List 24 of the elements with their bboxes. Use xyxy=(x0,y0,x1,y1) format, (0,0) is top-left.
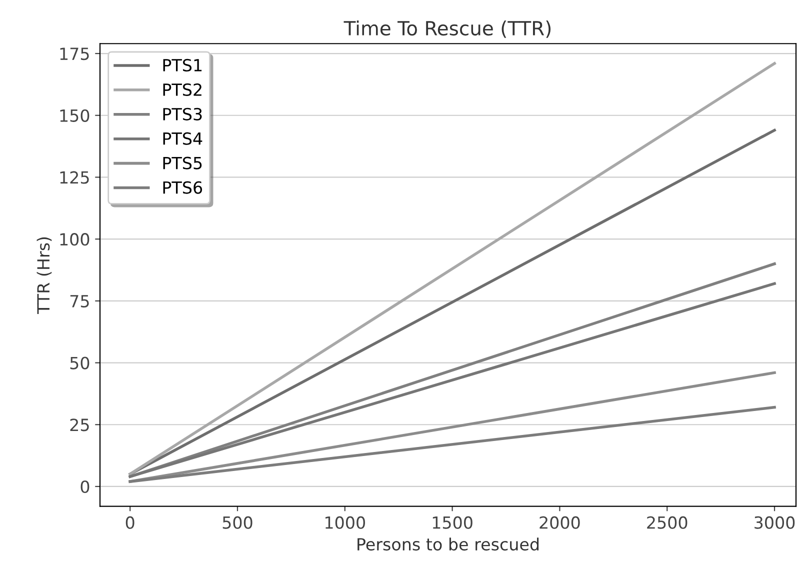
y-tick-label: 175 xyxy=(60,48,89,60)
chart-title: Time To Rescue (TTR) xyxy=(344,20,551,38)
y-tick-label: 25 xyxy=(70,418,89,432)
x-tick-label: 1500 xyxy=(432,516,472,529)
x-tick-label: 3000 xyxy=(754,516,795,529)
x-tick-label: 500 xyxy=(222,516,252,529)
y-axis-title: TTR (Hrs) xyxy=(36,237,52,314)
legend-label: PTS2 xyxy=(163,83,202,96)
x-axis-title: Persons to be rescued xyxy=(358,538,539,551)
y-tick-label: 150 xyxy=(60,109,90,122)
x-tick-label: 2500 xyxy=(647,516,688,529)
y-tick-label: 125 xyxy=(60,171,89,184)
y-tick-label: 50 xyxy=(70,356,90,370)
legend-label: PTS4 xyxy=(163,132,202,145)
y-tick-label: 75 xyxy=(70,295,89,308)
x-tick-label: 1000 xyxy=(326,516,365,529)
y-tick-label: 0 xyxy=(80,480,90,494)
legend-label: PTS5 xyxy=(163,156,202,170)
legend-label: PTS6 xyxy=(163,181,202,194)
x-tick-label: 0 xyxy=(126,516,134,529)
legend-label: PTS3 xyxy=(163,108,202,120)
legend-label: PTS1 xyxy=(163,58,202,72)
x-tick-label: 2000 xyxy=(540,516,580,529)
y-tick-label: 100 xyxy=(60,233,90,246)
